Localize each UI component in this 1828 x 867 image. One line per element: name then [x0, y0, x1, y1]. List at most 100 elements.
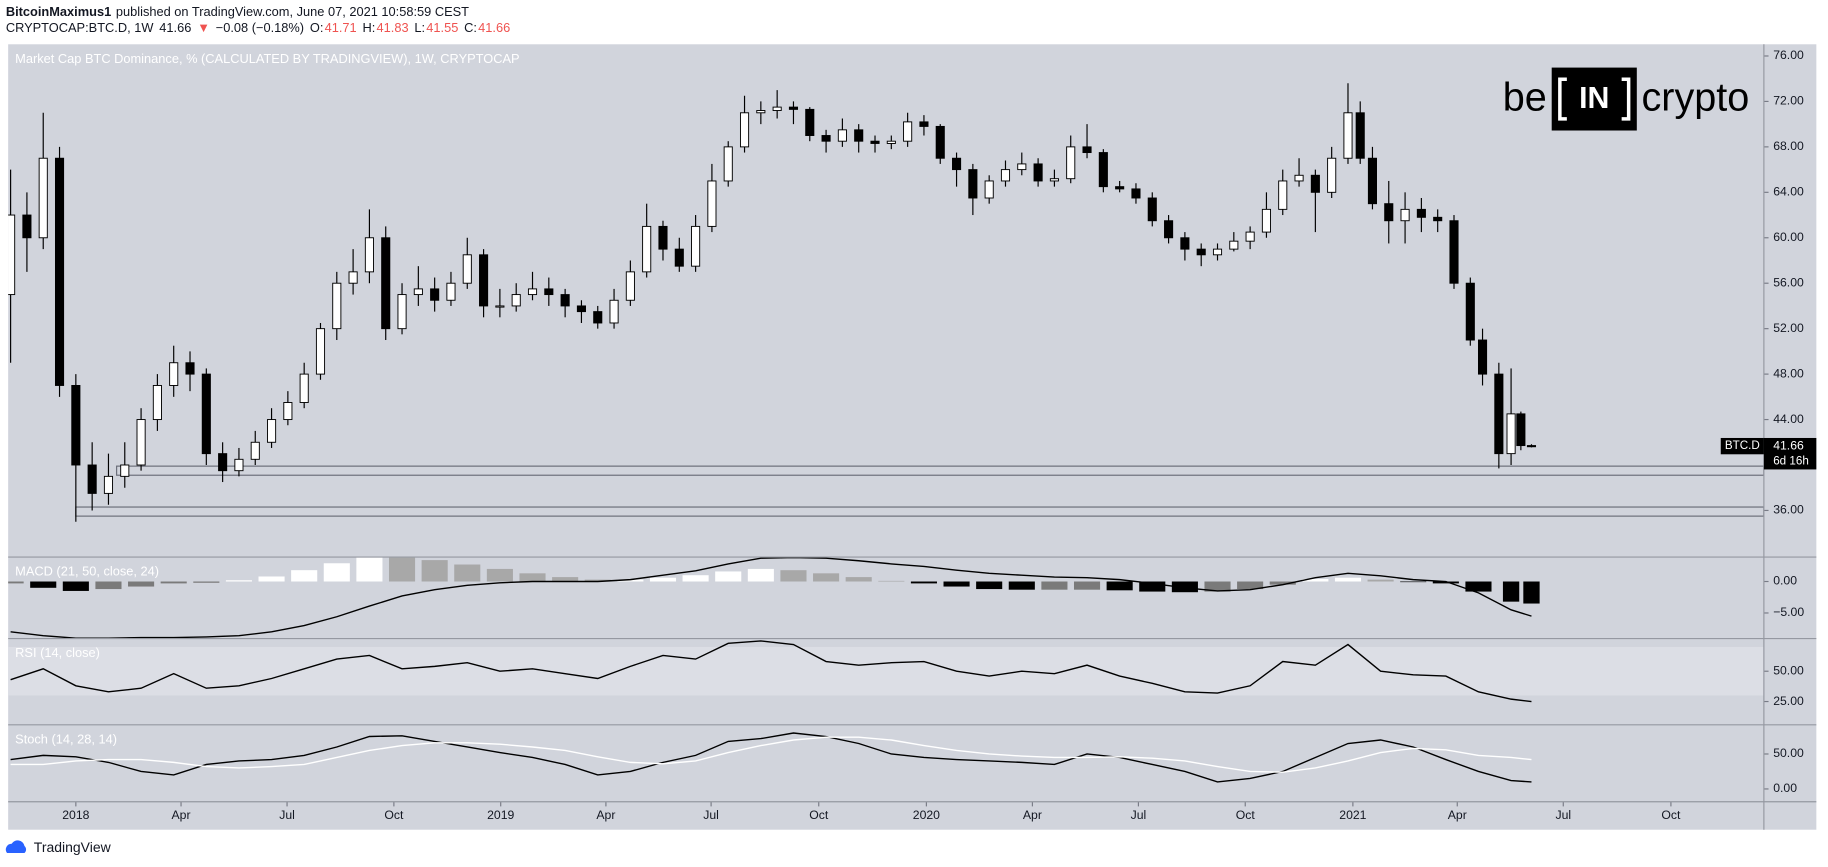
footer-icon — [5, 840, 27, 854]
candle-down — [87, 464, 97, 494]
candle-up — [739, 112, 750, 148]
y-tick-label: 60.00 — [1773, 230, 1804, 244]
header-line1: BitcoinMaximus1 published on TradingView.… — [6, 4, 469, 19]
candle-down — [788, 106, 799, 110]
macd-histogram-bar — [1139, 581, 1166, 592]
candle-up — [886, 140, 896, 144]
candle-up — [397, 294, 407, 330]
pane — [8, 557, 1540, 639]
tag-box — [1720, 437, 1764, 455]
macd-histogram-bar — [258, 576, 285, 582]
candle-down — [1416, 208, 1426, 218]
pane-title: MACD (21, 50, close, 24) — [15, 564, 159, 579]
macd-histogram-bar — [813, 573, 840, 582]
candle-up — [1212, 248, 1223, 256]
macd-histogram-bar — [1367, 579, 1394, 582]
candle-up — [1049, 178, 1059, 182]
candle-down — [1082, 146, 1092, 154]
macd-histogram-bar — [62, 581, 89, 591]
x-tick-label: 2021 — [1339, 808, 1366, 822]
y-tick-label: 56.00 — [1773, 275, 1804, 289]
candle-up — [1261, 208, 1271, 233]
candle-down — [1115, 186, 1125, 190]
candle-down — [1384, 203, 1394, 222]
candle-up — [413, 288, 423, 296]
macd-histogram-bar — [95, 581, 122, 590]
y-tick-label: 0.00 — [1773, 781, 1797, 795]
y-tick-label: 50.00 — [1773, 746, 1804, 760]
candle-up — [169, 362, 179, 386]
candle-down — [1180, 237, 1190, 250]
macd-histogram-bar — [225, 580, 252, 582]
tag-value: 41.66 — [1773, 438, 1804, 452]
macd-histogram-bar — [1302, 578, 1329, 582]
candle-up — [446, 282, 456, 301]
macd-histogram-bar — [584, 579, 611, 582]
macd-histogram-bar — [356, 557, 383, 582]
candle-up — [527, 288, 538, 296]
x-tick-label: Jul — [1131, 808, 1147, 822]
candle-up — [984, 180, 994, 199]
x-tick-label: Apr — [172, 808, 191, 822]
pane-title: Market Cap BTC Dominance, % (CALCULATED … — [15, 51, 519, 66]
candle-up — [642, 225, 652, 273]
candle-up — [1506, 413, 1516, 455]
candle-up — [250, 441, 260, 460]
header-piece: O: — [310, 21, 324, 36]
y-tick-label: 68.00 — [1773, 139, 1804, 153]
candle-up — [1278, 180, 1288, 210]
macd-histogram-bar — [617, 579, 644, 582]
header-piece: 41.71 — [325, 21, 357, 36]
candle-up — [1327, 157, 1337, 193]
published: published on TradingView.com, June 07, 2… — [116, 4, 469, 19]
pane-title: RSI (14, close) — [15, 645, 100, 660]
x-tick-label: Oct — [1236, 808, 1256, 822]
candle-down — [1449, 220, 1459, 284]
macd-histogram-bar — [1432, 581, 1459, 584]
candle-down — [381, 237, 391, 330]
candle-down — [935, 125, 945, 159]
candle-down — [658, 225, 668, 250]
candle-up — [120, 464, 130, 477]
candle-up — [315, 328, 326, 375]
pane — [8, 640, 1764, 703]
macd-histogram-bar — [519, 573, 546, 582]
macd-histogram-bar — [976, 581, 1003, 590]
pane — [8, 83, 1764, 522]
candle-up — [299, 373, 309, 403]
macd-histogram-bar — [1041, 581, 1068, 590]
candle-down — [805, 108, 815, 136]
candle-up — [1000, 169, 1011, 182]
candle-down — [22, 214, 32, 239]
candle-down — [674, 248, 684, 267]
macd-histogram-bar — [486, 568, 513, 582]
candle-up — [267, 419, 277, 443]
x-tick-label: Oct — [384, 808, 404, 822]
header-piece: ▼ — [197, 21, 210, 36]
macd-histogram-bar — [780, 570, 807, 582]
candle-up — [772, 106, 782, 111]
macd-histogram-bar — [1008, 581, 1035, 590]
header-piece: 41.66 — [478, 21, 510, 36]
candle-down — [71, 385, 81, 466]
candle-up — [38, 157, 48, 239]
indicator-line — [10, 640, 1532, 703]
candle-down — [1516, 413, 1526, 447]
candle-up — [332, 282, 342, 330]
candle-up — [903, 121, 913, 142]
header-piece: 41.55 — [426, 21, 458, 36]
candle-down — [952, 157, 962, 171]
candle-down — [201, 373, 211, 455]
candle-up — [136, 419, 146, 466]
macd-histogram-bar — [1523, 581, 1540, 604]
y-tick-label: 48.00 — [1773, 366, 1804, 380]
macd-histogram-bar — [1400, 581, 1427, 583]
rsi-band — [8, 646, 1764, 696]
x-tick-label: Apr — [1448, 808, 1467, 822]
beincrypto-logo: be IN crypto — [1503, 67, 1749, 131]
x-tick-label: Jul — [703, 808, 719, 822]
candle-down — [576, 305, 586, 313]
candle-up — [1294, 174, 1304, 182]
candle-down — [854, 129, 864, 142]
macd-histogram-bar — [454, 564, 481, 582]
